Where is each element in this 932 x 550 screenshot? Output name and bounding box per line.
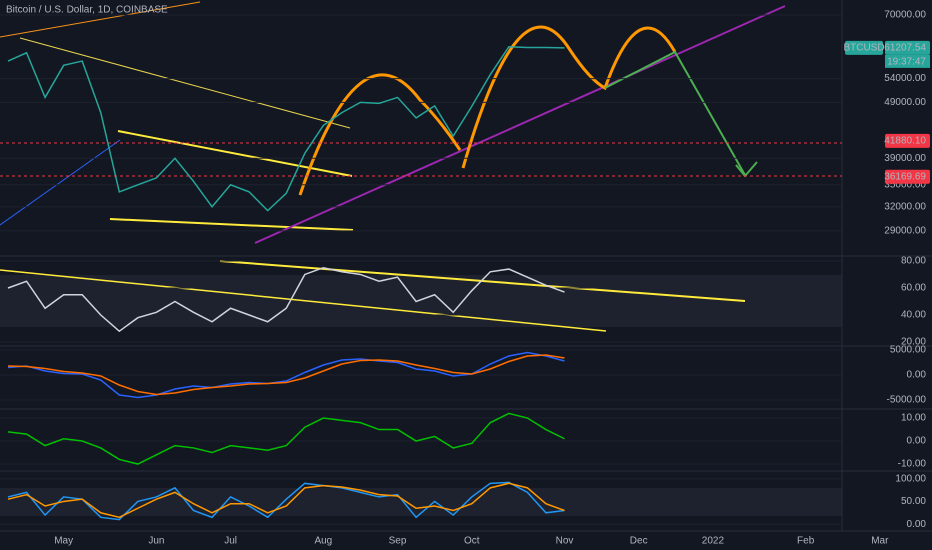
y-tick-label: 39000.00: [884, 153, 926, 164]
y-tick-label: 10.00: [901, 413, 926, 424]
y-tick-label: 32000.00: [884, 201, 926, 212]
stoch-band: [0, 488, 842, 516]
x-tick-label: Dec: [630, 536, 648, 547]
x-tick-label: Sep: [389, 536, 407, 547]
y-tick-label: 5000.00: [890, 345, 927, 356]
y-tick-label: 40.00: [901, 310, 926, 321]
y-tick-label: -5000.00: [887, 395, 927, 406]
y-tick-label: 80.00: [901, 256, 926, 267]
x-tick-label: May: [54, 536, 73, 547]
chart-title: Bitcoin / U.S. Dollar, 1D, COINBASE: [6, 5, 168, 16]
series-line: [7, 482, 565, 519]
x-tick-label: Aug: [314, 536, 332, 547]
price-tag: [885, 169, 930, 184]
series-line: [7, 412, 565, 465]
y-tick-label: 0.00: [907, 370, 927, 381]
y-tick-label: 49000.00: [884, 97, 926, 108]
countdown: 19:37:47: [887, 57, 926, 68]
x-tick-label: Jul: [224, 536, 237, 547]
countdown-box: [885, 54, 930, 68]
y-tick-label: 0.00: [907, 436, 927, 447]
drawings: [0, 1, 842, 332]
series-line: [7, 266, 565, 333]
y-tick-label: -10.00: [898, 459, 927, 470]
series-line: [7, 481, 565, 521]
pane-dividers: [0, 0, 932, 532]
symbol-label: BTCUSD: [843, 43, 884, 54]
x-tick-label: 2022: [702, 536, 725, 547]
y-tick-label: 54000.00: [884, 73, 926, 84]
price-tag-label: 41880.10: [884, 135, 926, 146]
series-line: [7, 45, 565, 212]
y-tick-label: 50.00: [901, 496, 926, 507]
price-tag-label: 61207.54: [884, 43, 926, 54]
price-tag: [885, 40, 930, 55]
y-tick-label: 29000.00: [884, 226, 926, 237]
price-tag-label: 36169.69: [884, 171, 926, 182]
y-tick-label: 35000.00: [884, 179, 926, 190]
x-tick-label: Oct: [464, 536, 480, 547]
y-tick-label: 100.00: [895, 473, 926, 484]
series-line: [7, 354, 565, 396]
price-tag: [885, 133, 930, 148]
symbol-tag: [845, 40, 883, 55]
x-tick-label: Feb: [797, 536, 815, 547]
x-tick-label: Jun: [148, 536, 164, 547]
y-tick-label: 20.00: [901, 337, 926, 348]
x-tick-label: Nov: [556, 536, 574, 547]
x-tick-label: Mar: [871, 536, 889, 547]
y-tick-label: 70000.00: [884, 10, 926, 21]
y-tick-label: 0.00: [907, 519, 927, 530]
y-tick-label: 60.00: [901, 283, 926, 294]
